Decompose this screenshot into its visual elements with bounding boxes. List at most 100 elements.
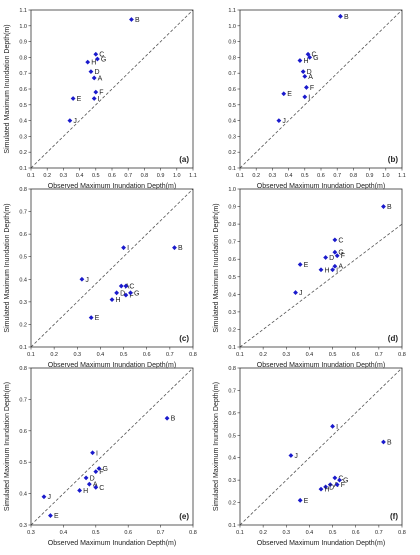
data-point <box>302 94 308 100</box>
y-axis-label: Simulated Maximum Inundation Depth(m) <box>4 24 11 153</box>
data-point <box>91 75 97 81</box>
data-point <box>93 469 99 475</box>
panel-tag: (c) <box>179 334 189 343</box>
y-tick-label: 0.5 <box>228 275 236 281</box>
y-tick-label: 0.7 <box>19 210 27 216</box>
y-tick-label: 0.7 <box>19 71 27 77</box>
y-tick-label: 0.4 <box>19 492 27 498</box>
point-label: I <box>308 94 310 101</box>
y-tick-label: 0.6 <box>228 411 236 417</box>
y-tick-label: 0.6 <box>228 87 236 93</box>
data-point <box>123 283 129 289</box>
x-tick-label: 0.1 <box>236 173 244 179</box>
y-tick-label: 1.0 <box>228 24 236 30</box>
data-point <box>91 96 97 101</box>
data-point <box>330 423 335 429</box>
point-label: F <box>341 482 345 489</box>
x-tick-label: 0.7 <box>333 173 341 179</box>
plot-frame <box>30 188 194 348</box>
panel-5: 0.3 0.4 0.5 0.6 0.7 0.8 0.3 0.4 0.5 0.6 0.7 0.8 Obse… <box>4 366 197 547</box>
x-tick-label: 0.6 <box>352 530 360 536</box>
data-point <box>93 51 99 57</box>
data-point <box>293 290 298 295</box>
data-point <box>88 315 94 321</box>
panel-tag: (a) <box>179 155 189 164</box>
x-tick-label: 0.6 <box>317 173 325 179</box>
data-point <box>93 484 99 490</box>
data-point <box>123 292 129 298</box>
y-tick-label: 0.7 <box>19 397 27 403</box>
x-tick-label: 0.2 <box>259 530 267 536</box>
x-tick-label: 0.6 <box>143 352 151 358</box>
point-label: G <box>343 478 348 485</box>
point-label: D <box>90 475 95 482</box>
data-point <box>318 486 324 492</box>
point-label: H <box>325 267 330 274</box>
y-tick-label: 0.5 <box>228 103 236 109</box>
y-axis-label: Simulated Maximum Inundation Depth(m) <box>4 382 11 511</box>
point-label: A <box>308 74 313 81</box>
point-label: C <box>338 475 343 482</box>
data-point <box>70 96 76 101</box>
y-tick-label: 0.8 <box>228 222 236 228</box>
x-tick-label: 0.8 <box>141 173 149 179</box>
y-tick-label: 1.1 <box>19 8 27 14</box>
data-point <box>338 13 343 19</box>
x-tick-label: 0.4 <box>285 173 293 179</box>
data-point <box>334 482 340 488</box>
y-tick-label: 0.4 <box>228 292 236 298</box>
y-tick-label: 1.0 <box>228 187 236 193</box>
point-label: B <box>178 245 183 252</box>
x-tick-label: 0.6 <box>108 173 116 179</box>
data-point <box>95 56 100 62</box>
reference-line <box>239 367 403 526</box>
plot-frame <box>30 367 194 526</box>
y-tick-label: 0.8 <box>228 366 236 372</box>
panel-6: 0.1 0.2 0.3 0.4 0.5 0.6 0.7 0.8 0.1 0.2 0.3 0.4 0.5 0… <box>213 366 406 547</box>
point-label: I <box>96 450 98 457</box>
x-tick-label: 0.1 <box>27 173 35 179</box>
point-label: G <box>338 250 343 257</box>
y-tick-label: 0.3 <box>19 134 27 140</box>
data-point <box>118 283 124 289</box>
x-tick-label: 0.2 <box>43 173 51 179</box>
x-tick-label: 0.7 <box>375 352 383 358</box>
point-label: E <box>77 96 82 103</box>
reference-line <box>239 9 403 169</box>
panel-3: 0.1 0.2 0.3 0.4 0.5 0.6 0.7 0.8 0.1 0.2 0.3 0.4 0.5 0… <box>4 187 197 369</box>
data-point <box>332 249 338 255</box>
x-tick-label: 0.7 <box>166 352 174 358</box>
point-label: D <box>329 484 334 491</box>
data-point <box>318 267 324 273</box>
x-tick-label: 0.8 <box>398 352 406 358</box>
point-label: I <box>336 424 338 431</box>
data-point <box>323 484 329 490</box>
y-tick-label: 0.4 <box>19 277 27 283</box>
data-point <box>86 481 92 487</box>
x-tick-label: 0.5 <box>120 352 128 358</box>
point-label: B <box>135 17 140 24</box>
y-tick-label: 0.9 <box>228 205 236 211</box>
x-tick-label: 0.2 <box>50 352 58 358</box>
point-label: G <box>313 55 318 62</box>
point-label: H <box>116 297 121 304</box>
point-label: F <box>99 90 103 97</box>
y-tick-label: 0.6 <box>19 87 27 93</box>
x-tick-label: 1.0 <box>382 173 390 179</box>
reference-line <box>30 188 194 348</box>
x-axis-label: Observed Maximum Inundation Depth(m) <box>257 183 385 190</box>
data-point <box>381 204 386 209</box>
data-point <box>288 453 294 458</box>
y-tick-label: 0.3 <box>19 300 27 306</box>
y-tick-label: 0.8 <box>228 55 236 61</box>
point-label: A <box>338 264 343 271</box>
x-tick-label: 0.6 <box>352 352 360 358</box>
reference-line <box>30 9 194 169</box>
point-label: G <box>101 56 106 63</box>
x-tick-label: 0.4 <box>97 352 105 358</box>
x-tick-label: 0.8 <box>398 530 406 536</box>
point-label: B <box>171 416 176 423</box>
point-label: F <box>99 469 103 476</box>
